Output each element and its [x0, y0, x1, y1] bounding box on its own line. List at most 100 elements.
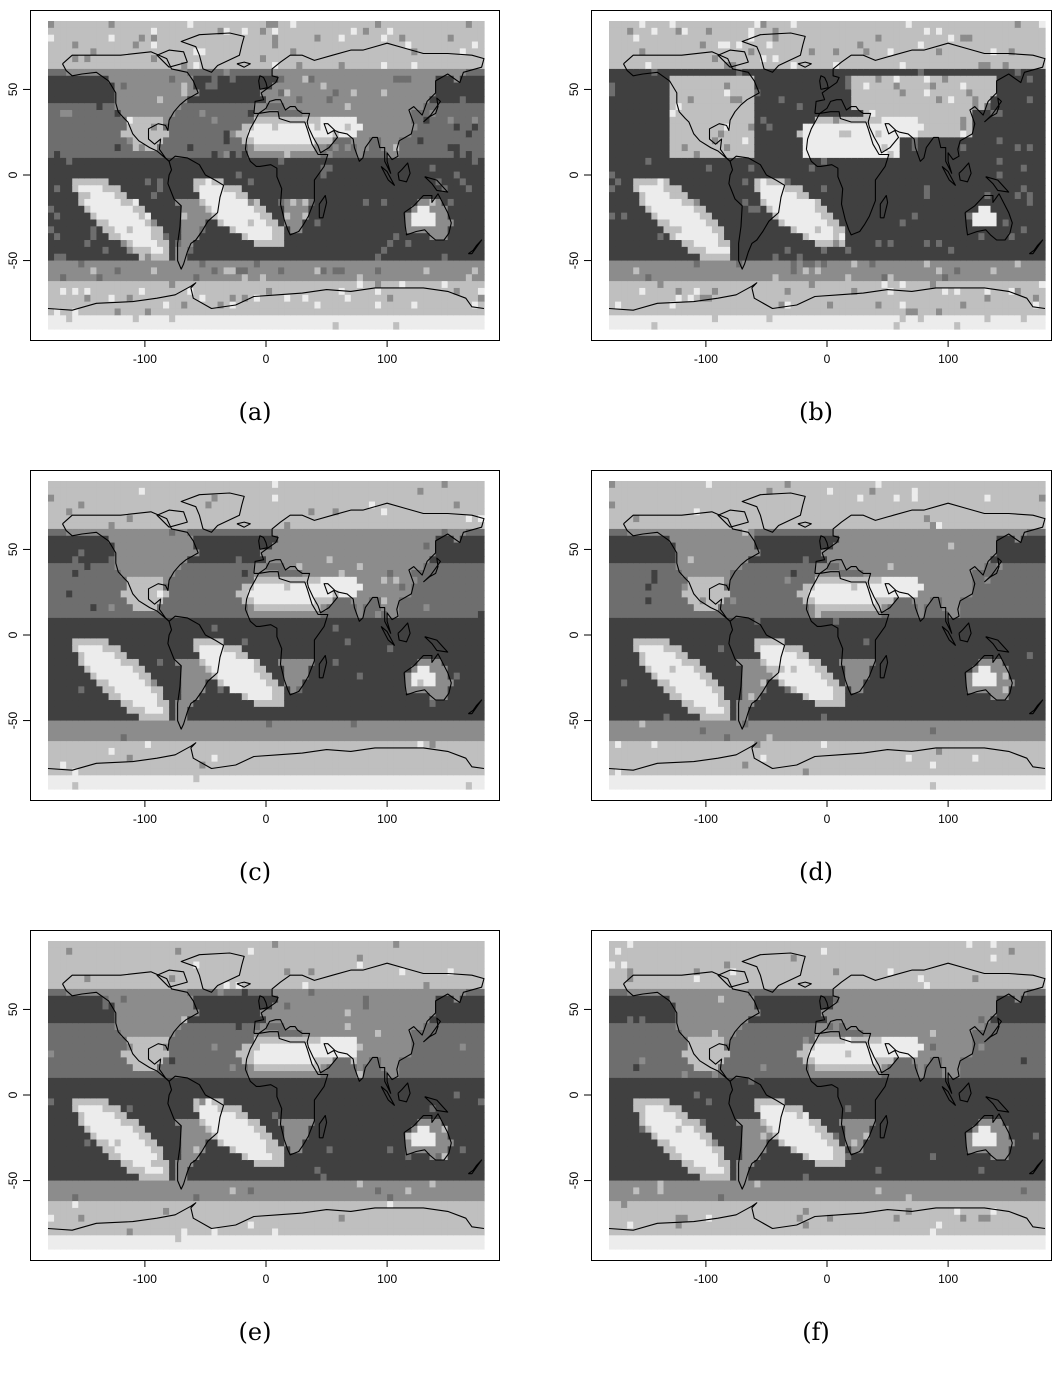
grid-cell	[797, 117, 804, 124]
grid-cell	[321, 131, 328, 138]
grid-cell	[670, 308, 677, 315]
grid-cell	[615, 55, 622, 62]
grid-cell	[706, 267, 713, 274]
grid-cell	[357, 178, 364, 185]
grid-cell	[670, 137, 677, 144]
grid-cell	[627, 28, 634, 35]
grid-cell	[760, 96, 767, 103]
grid-cell	[405, 295, 412, 302]
grid-cell	[454, 117, 461, 124]
grid-cell	[381, 28, 388, 35]
grid-cell	[670, 213, 677, 220]
grid-cell	[436, 267, 443, 274]
grid-cell	[448, 117, 455, 124]
grid-cell	[754, 213, 761, 220]
grid-cell	[84, 226, 91, 233]
grid-cell	[766, 233, 773, 240]
grid-cell	[706, 178, 713, 185]
grid-cell	[187, 117, 194, 124]
grid-cell	[785, 89, 792, 96]
grid-cell	[121, 55, 128, 62]
grid-cell	[199, 103, 206, 110]
grid-cell	[66, 103, 73, 110]
grid-cell	[730, 308, 737, 315]
grid-cell	[181, 28, 188, 35]
grid-cell	[327, 28, 334, 35]
grid-cell	[670, 192, 677, 199]
grid-cell	[645, 219, 652, 226]
grid-cell	[96, 96, 103, 103]
grid-cell	[375, 96, 382, 103]
grid-cell	[670, 55, 677, 62]
grid-cell	[779, 42, 786, 49]
grid-cell	[133, 158, 140, 165]
grid-cell	[121, 240, 128, 247]
grid-cell	[633, 192, 640, 199]
grid-cell	[212, 69, 219, 76]
grid-cell	[436, 295, 443, 302]
grid-cell	[169, 308, 176, 315]
grid-cell	[827, 247, 834, 254]
grid-cell	[633, 76, 640, 83]
grid-cell	[314, 267, 321, 274]
grid-cell	[742, 295, 749, 302]
grid-cell	[60, 219, 67, 226]
grid-cell	[430, 261, 437, 268]
grid-cell	[48, 151, 55, 158]
grid-cell	[748, 315, 755, 322]
grid-cell	[351, 199, 358, 206]
grid-cell	[615, 35, 622, 42]
grid-cell	[84, 199, 91, 206]
grid-cell	[66, 240, 73, 247]
grid-cell	[351, 131, 358, 138]
grid-cell	[357, 233, 364, 240]
grid-cell	[466, 28, 473, 35]
grid-cell	[460, 144, 467, 151]
grid-cell	[96, 165, 103, 172]
grid-cell	[803, 322, 810, 329]
grid-cell	[72, 185, 79, 192]
grid-cell	[121, 267, 128, 274]
grid-cell	[133, 96, 140, 103]
grid-cell	[133, 302, 140, 309]
grid-cell	[278, 131, 285, 138]
grid-cell	[748, 151, 755, 158]
grid-cell	[272, 48, 279, 55]
grid-cell	[133, 267, 140, 274]
grid-cell	[181, 199, 188, 206]
grid-cell	[157, 165, 164, 172]
grid-cell	[797, 261, 804, 268]
grid-cell	[694, 219, 701, 226]
grid-cell	[345, 55, 352, 62]
grid-cell	[90, 131, 97, 138]
grid-cell	[96, 117, 103, 124]
grid-cell	[785, 206, 792, 213]
grid-cell	[436, 219, 443, 226]
grid-cell	[284, 83, 291, 90]
grid-cell	[627, 226, 634, 233]
grid-cell	[72, 103, 79, 110]
grid-cell	[230, 219, 237, 226]
grid-cell	[460, 274, 467, 281]
grid-cell	[766, 137, 773, 144]
grid-cell	[115, 62, 122, 69]
grid-cell	[48, 206, 55, 213]
grid-cell	[66, 233, 73, 240]
grid-cell	[399, 288, 406, 295]
grid-cell	[272, 21, 279, 28]
grid-cell	[84, 55, 91, 62]
grid-cell	[748, 322, 755, 329]
grid-cell	[779, 247, 786, 254]
grid-cell	[478, 219, 485, 226]
grid-cell	[163, 131, 170, 138]
grid-cell	[109, 35, 116, 42]
grid-cell	[248, 28, 255, 35]
grid-cell	[712, 315, 719, 322]
grid-cell	[827, 124, 834, 131]
grid-cell	[133, 233, 140, 240]
grid-cell	[766, 247, 773, 254]
grid-cell	[791, 144, 798, 151]
grid-cell	[712, 192, 719, 199]
grid-cell	[115, 76, 122, 83]
grid-cell	[664, 308, 671, 315]
